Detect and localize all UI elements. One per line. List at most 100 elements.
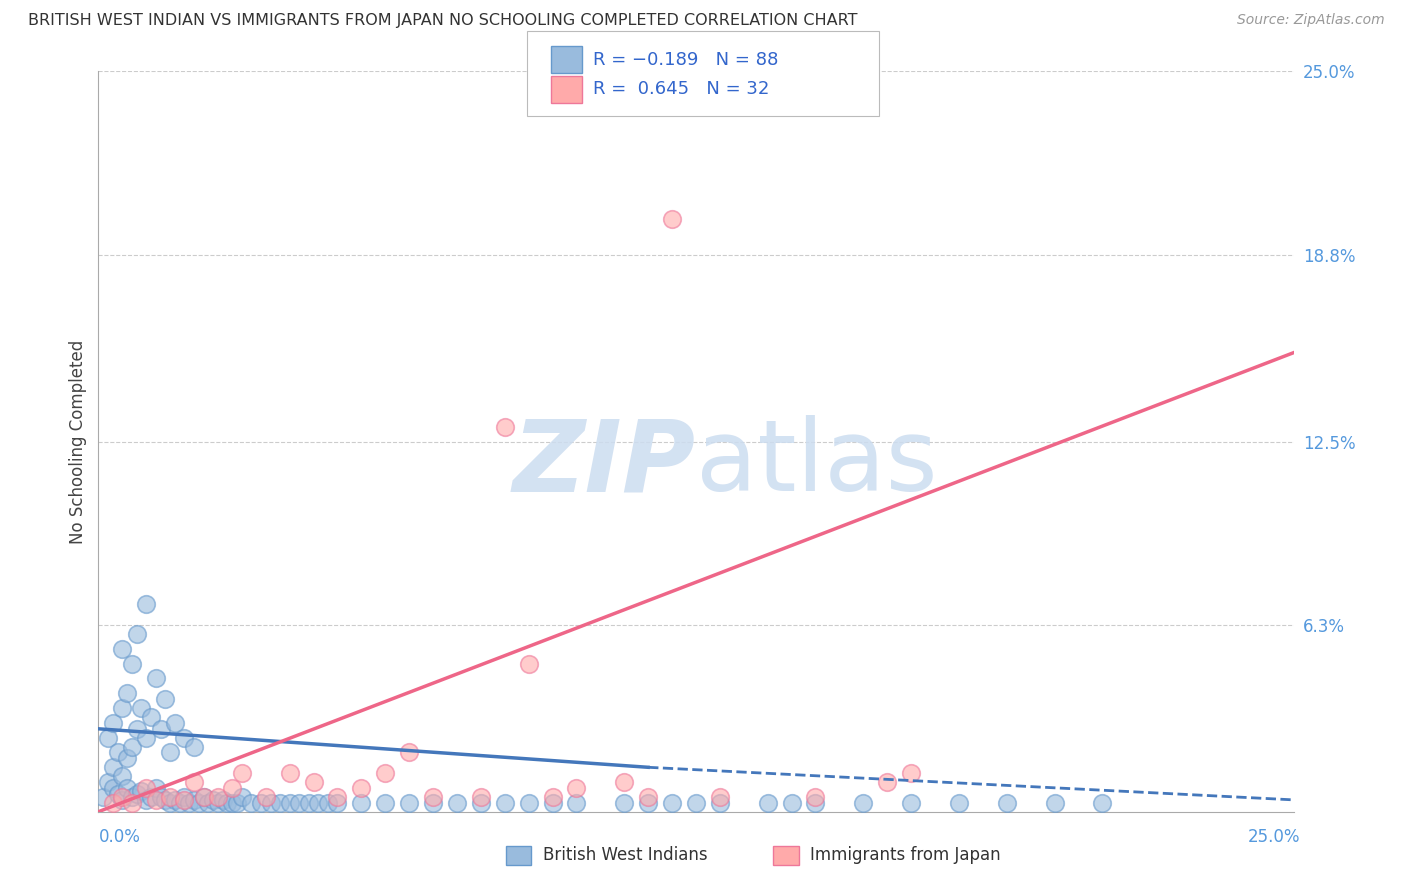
Point	[1043, 796, 1066, 810]
Point	[135, 793, 157, 807]
Text: R = −0.189   N = 88: R = −0.189 N = 88	[593, 51, 779, 69]
Point	[163, 793, 186, 807]
Point	[135, 780, 157, 795]
Point	[307, 796, 329, 810]
Point	[254, 789, 277, 804]
Point	[221, 796, 243, 810]
Y-axis label: No Schooling Completed: No Schooling Completed	[69, 340, 87, 543]
Point	[155, 793, 177, 807]
Point	[159, 746, 181, 760]
Point	[115, 780, 138, 795]
Point	[374, 766, 396, 780]
Point	[565, 780, 588, 795]
Point	[565, 796, 588, 810]
Point	[278, 796, 301, 810]
Point	[139, 710, 162, 724]
Point	[948, 796, 970, 810]
Point	[1091, 796, 1114, 810]
Point	[121, 657, 143, 671]
Point	[661, 796, 683, 810]
Point	[494, 796, 516, 810]
Text: ZIP: ZIP	[513, 416, 696, 512]
Point	[169, 796, 191, 810]
Point	[145, 793, 167, 807]
Point	[804, 789, 827, 804]
Point	[107, 787, 129, 801]
Point	[159, 796, 181, 810]
Point	[517, 796, 540, 810]
Point	[876, 775, 898, 789]
Point	[231, 766, 253, 780]
Text: R =  0.645   N = 32: R = 0.645 N = 32	[593, 80, 769, 98]
Point	[155, 692, 177, 706]
Point	[756, 796, 779, 810]
Point	[145, 780, 167, 795]
Text: Immigrants from Japan: Immigrants from Japan	[810, 847, 1001, 864]
Point	[259, 796, 281, 810]
Point	[217, 796, 239, 810]
Point	[111, 641, 134, 656]
Point	[661, 212, 683, 227]
Text: 25.0%: 25.0%	[1249, 828, 1301, 846]
Point	[135, 731, 157, 745]
Point	[900, 766, 922, 780]
Point	[316, 796, 339, 810]
Point	[804, 796, 827, 810]
Point	[207, 789, 229, 804]
Point	[446, 796, 468, 810]
Point	[613, 796, 636, 810]
Point	[91, 789, 114, 804]
Point	[111, 701, 134, 715]
Point	[900, 796, 922, 810]
Point	[269, 796, 291, 810]
Point	[97, 775, 120, 789]
Point	[125, 722, 148, 736]
Text: 0.0%: 0.0%	[98, 828, 141, 846]
Point	[852, 796, 875, 810]
Point	[111, 789, 134, 804]
Point	[288, 796, 311, 810]
Point	[115, 686, 138, 700]
Point	[613, 775, 636, 789]
Point	[179, 796, 201, 810]
Point	[97, 731, 120, 745]
Point	[101, 796, 124, 810]
Point	[131, 784, 153, 798]
Point	[231, 789, 253, 804]
Point	[709, 789, 731, 804]
Text: atlas: atlas	[696, 416, 938, 512]
Point	[193, 789, 215, 804]
Point	[326, 796, 349, 810]
Point	[121, 739, 143, 754]
Point	[995, 796, 1018, 810]
Point	[211, 793, 233, 807]
Point	[107, 746, 129, 760]
Point	[173, 793, 195, 807]
Point	[685, 796, 707, 810]
Point	[470, 796, 492, 810]
Point	[197, 796, 219, 810]
Point	[374, 796, 396, 810]
Point	[183, 739, 205, 754]
Point	[159, 789, 181, 804]
Point	[278, 766, 301, 780]
Point	[101, 780, 124, 795]
Point	[125, 627, 148, 641]
Point	[125, 787, 148, 801]
Point	[422, 789, 444, 804]
Point	[517, 657, 540, 671]
Point	[250, 796, 273, 810]
Point	[207, 796, 229, 810]
Point	[240, 796, 263, 810]
Point	[187, 796, 209, 810]
Point	[298, 796, 321, 810]
Point	[183, 775, 205, 789]
Text: Source: ZipAtlas.com: Source: ZipAtlas.com	[1237, 13, 1385, 28]
Text: BRITISH WEST INDIAN VS IMMIGRANTS FROM JAPAN NO SCHOOLING COMPLETED CORRELATION : BRITISH WEST INDIAN VS IMMIGRANTS FROM J…	[28, 13, 858, 29]
Point	[149, 722, 172, 736]
Point	[101, 760, 124, 774]
Point	[115, 751, 138, 765]
Point	[173, 789, 195, 804]
Point	[422, 796, 444, 810]
Text: British West Indians: British West Indians	[543, 847, 707, 864]
